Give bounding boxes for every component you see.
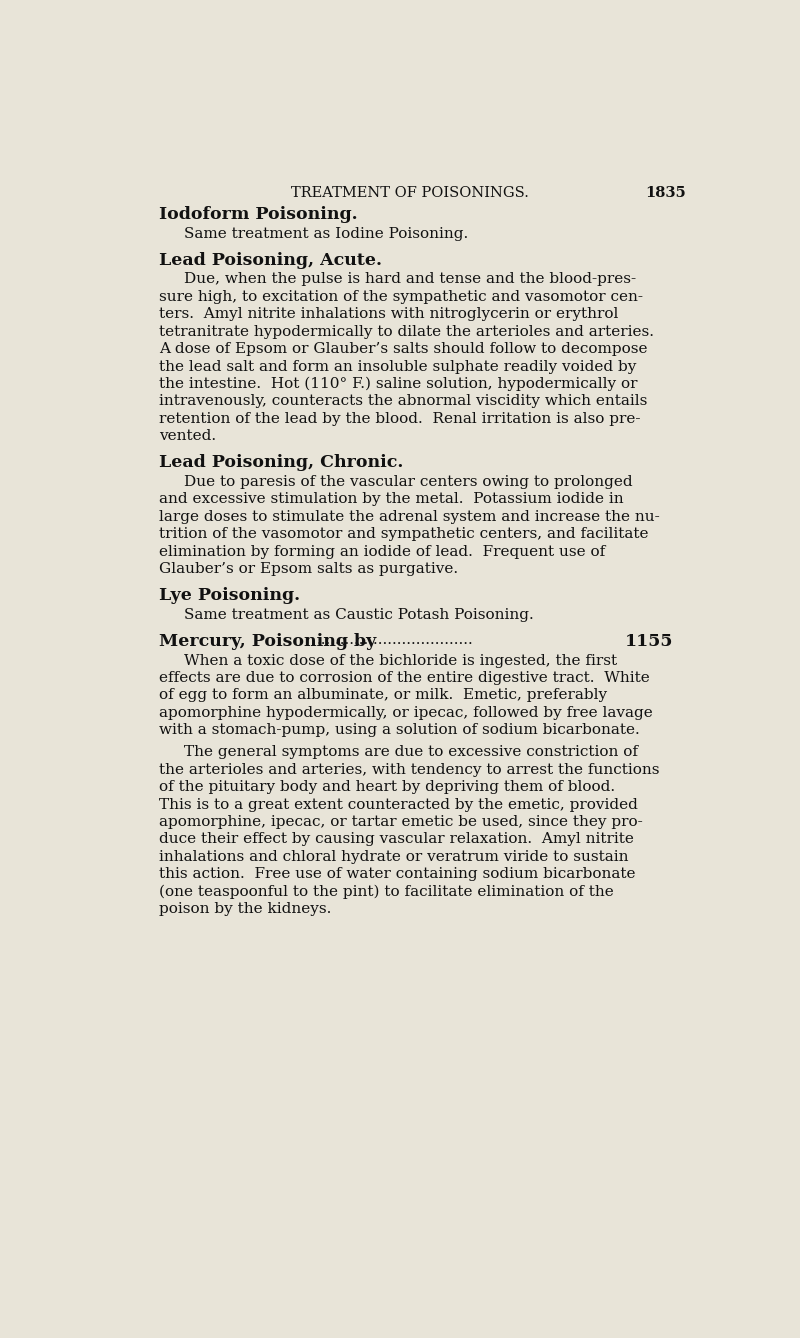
Text: apomorphine hypodermically, or ipecac, followed by free lavage: apomorphine hypodermically, or ipecac, f… — [159, 705, 653, 720]
Text: Mercury, Poisoning by: Mercury, Poisoning by — [159, 633, 376, 650]
Text: duce their effect by causing vascular relaxation.  Amyl nitrite: duce their effect by causing vascular re… — [159, 832, 634, 847]
Text: The general symptoms are due to excessive constriction of: The general symptoms are due to excessiv… — [184, 745, 638, 759]
Text: elimination by forming an iodide of lead.  Frequent use of: elimination by forming an iodide of lead… — [159, 545, 605, 558]
Text: the arterioles and arteries, with tendency to arrest the functions: the arterioles and arteries, with tenden… — [159, 763, 659, 777]
Text: vented.: vented. — [159, 429, 216, 443]
Text: inhalations and chloral hydrate or veratrum viride to sustain: inhalations and chloral hydrate or verat… — [159, 850, 629, 864]
Text: retention of the lead by the blood.  Renal irritation is also pre-: retention of the lead by the blood. Rena… — [159, 412, 640, 425]
Text: tetranitrate hypodermically to dilate the arterioles and arteries.: tetranitrate hypodermically to dilate th… — [159, 325, 654, 339]
Text: 1155: 1155 — [625, 633, 674, 650]
Text: the lead salt and form an insoluble sulphate readily voided by: the lead salt and form an insoluble sulp… — [159, 360, 636, 373]
Text: of egg to form an albuminate, or milk.  Emetic, preferably: of egg to form an albuminate, or milk. E… — [159, 688, 607, 702]
Text: Due to paresis of the vascular centers owing to prolonged: Due to paresis of the vascular centers o… — [184, 475, 632, 488]
Text: effects are due to corrosion of the entire digestive tract.  White: effects are due to corrosion of the enti… — [159, 670, 650, 685]
Text: Glauber’s or Epsom salts as purgative.: Glauber’s or Epsom salts as purgative. — [159, 562, 458, 575]
Text: with a stomach-pump, using a solution of sodium bicarbonate.: with a stomach-pump, using a solution of… — [159, 724, 640, 737]
Text: and excessive stimulation by the metal.  Potassium iodide in: and excessive stimulation by the metal. … — [159, 492, 623, 506]
Text: (one teaspoonful to the pint) to facilitate elimination of the: (one teaspoonful to the pint) to facilit… — [159, 884, 614, 899]
Text: large doses to stimulate the adrenal system and increase the nu-: large doses to stimulate the adrenal sys… — [159, 510, 660, 523]
Text: trition of the vasomotor and sympathetic centers, and facilitate: trition of the vasomotor and sympathetic… — [159, 527, 648, 541]
Text: the intestine.  Hot (110° F.) saline solution, hypodermically or: the intestine. Hot (110° F.) saline solu… — [159, 377, 638, 391]
Text: 1835: 1835 — [645, 186, 686, 201]
Text: This is to a great extent counteracted by the emetic, provided: This is to a great extent counteracted b… — [159, 797, 638, 812]
Text: ters.  Amyl nitrite inhalations with nitroglycerin or erythrol: ters. Amyl nitrite inhalations with nitr… — [159, 308, 618, 321]
Text: intravenously, counteracts the abnormal viscidity which entails: intravenously, counteracts the abnormal … — [159, 395, 647, 408]
Text: of the pituitary body and heart by depriving them of blood.: of the pituitary body and heart by depri… — [159, 780, 615, 795]
Text: Same treatment as Iodine Poisoning.: Same treatment as Iodine Poisoning. — [184, 226, 468, 241]
Text: this action.  Free use of water containing sodium bicarbonate: this action. Free use of water containin… — [159, 867, 635, 882]
Text: A dose of Epsom or Glauber’s salts should follow to decompose: A dose of Epsom or Glauber’s salts shoul… — [159, 343, 647, 356]
Text: .................................: ................................. — [317, 633, 474, 646]
Text: poison by the kidneys.: poison by the kidneys. — [159, 902, 331, 917]
Text: Iodoform Poisoning.: Iodoform Poisoning. — [159, 206, 358, 223]
Text: apomorphine, ipecac, or tartar emetic be used, since they pro-: apomorphine, ipecac, or tartar emetic be… — [159, 815, 642, 830]
Text: Lead Poisoning, Chronic.: Lead Poisoning, Chronic. — [159, 454, 403, 471]
Text: When a toxic dose of the bichloride is ingested, the first: When a toxic dose of the bichloride is i… — [184, 653, 617, 668]
Text: TREATMENT OF POISONINGS.: TREATMENT OF POISONINGS. — [291, 186, 529, 201]
Text: Lead Poisoning, Acute.: Lead Poisoning, Acute. — [159, 252, 382, 269]
Text: sure high, to excitation of the sympathetic and vasomotor cen-: sure high, to excitation of the sympathe… — [159, 290, 643, 304]
Text: Lye Poisoning.: Lye Poisoning. — [159, 587, 300, 603]
Text: Due, when the pulse is hard and tense and the blood-pres-: Due, when the pulse is hard and tense an… — [184, 273, 636, 286]
Text: Same treatment as Caustic Potash Poisoning.: Same treatment as Caustic Potash Poisoni… — [184, 607, 534, 622]
